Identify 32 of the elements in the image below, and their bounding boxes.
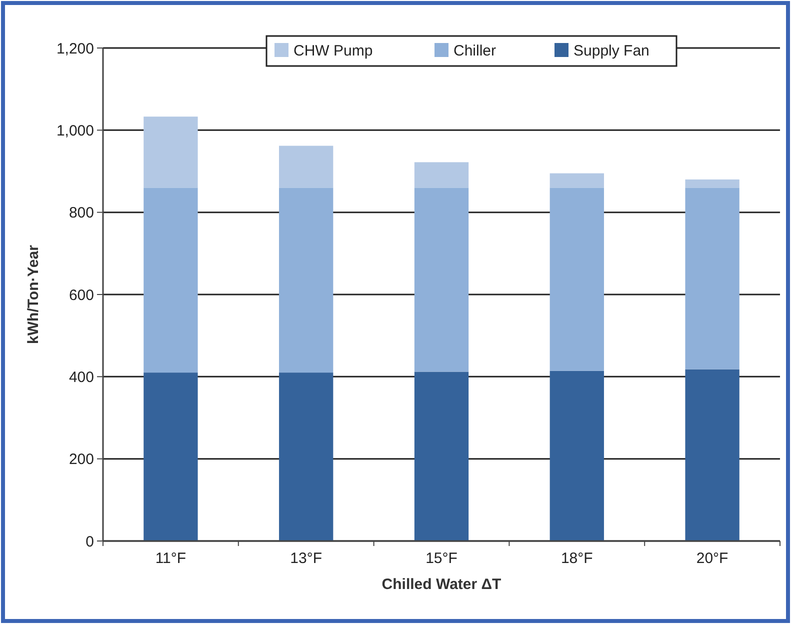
bar <box>414 162 469 188</box>
x-tick-label: 13°F <box>290 550 322 567</box>
bar <box>550 370 604 541</box>
x-tick-label: 18°F <box>560 550 593 567</box>
bar <box>550 188 604 371</box>
x-tick-label: 20°F <box>696 550 728 567</box>
bar <box>685 179 740 188</box>
y-tick-label: 600 <box>68 286 94 304</box>
y-tick-label: 200 <box>68 451 94 468</box>
x-tick-label: 15°F <box>426 550 458 567</box>
x-axis-title: Chilled Water ΔT <box>382 576 502 593</box>
x-tick-label: 11°F <box>155 550 186 567</box>
bar <box>279 146 334 188</box>
bar <box>144 116 198 188</box>
bar <box>279 372 334 541</box>
bar <box>279 188 334 373</box>
bar <box>685 188 740 370</box>
y-tick-label: 1,000 <box>56 122 94 140</box>
y-tick-label: 0 <box>86 533 94 550</box>
legend-label: CHW Pump <box>294 42 373 60</box>
y-tick-label: 800 <box>68 204 94 222</box>
bar <box>144 372 198 541</box>
bar <box>414 372 469 541</box>
bar <box>144 188 198 373</box>
legend-label: Supply Fan <box>574 42 650 60</box>
bar <box>550 173 604 188</box>
legend-label: Chiller <box>454 42 496 60</box>
bar <box>685 369 740 541</box>
y-tick-label: 400 <box>68 368 94 386</box>
y-axis-title: kWh/Ton·Year <box>25 244 42 344</box>
y-tick-label: 1,200 <box>56 40 94 58</box>
bar <box>414 188 469 372</box>
